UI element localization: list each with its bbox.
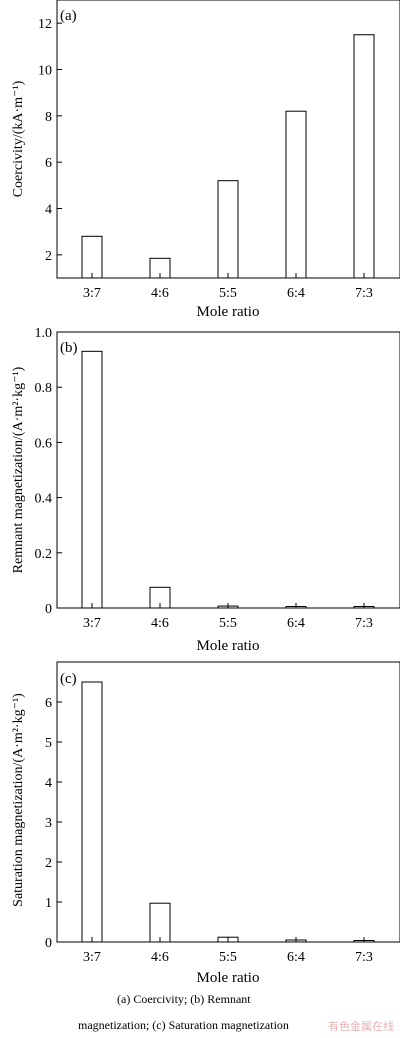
panel-c-ytick-label: 5 bbox=[45, 736, 52, 751]
panel-a-bar-3-7 bbox=[81, 235, 103, 279]
panel-a-xtick-label: 4:6 bbox=[151, 286, 169, 301]
panel-b-xtick-label: 4:6 bbox=[151, 616, 169, 631]
panel-c-bar-3-7 bbox=[81, 681, 103, 943]
panel-c-ytick-label: 1 bbox=[45, 896, 52, 911]
panel-a-bar-7-3 bbox=[353, 34, 375, 279]
panel-a-ytick-label: 4 bbox=[45, 203, 52, 218]
panel-a-xticks: 3:7 4:6 5:5 6:4 7:3 bbox=[83, 273, 373, 301]
watermark: 有色金属在线 bbox=[328, 1020, 394, 1033]
panel-b-label: (b) bbox=[60, 340, 78, 356]
caption-line-1: (a) Coercivity; (b) Remnant bbox=[117, 992, 251, 1006]
panel-a-xtick-label: 3:7 bbox=[83, 286, 101, 301]
caption-line-2: magnetization; (c) Saturation magnetizat… bbox=[78, 1018, 289, 1032]
panel-b-yticks: 0 0.2 0.4 0.6 0.8 1.0 bbox=[35, 326, 62, 617]
panel-a-ytick-label: 6 bbox=[45, 156, 52, 171]
panel-c-bar-4-6 bbox=[149, 902, 171, 943]
panel-b-xticks: 3:7 4:6 5:5 6:4 7:3 bbox=[83, 603, 373, 631]
panel-a-bar-6-4 bbox=[285, 110, 307, 279]
panel-b-xtick-label: 3:7 bbox=[83, 616, 101, 631]
figure-caption: (a) Coercivity; (b) Remnant magnetizatio… bbox=[0, 986, 400, 1038]
panel-a-bars bbox=[81, 34, 375, 279]
panel-b-ytick-label: 0 bbox=[45, 602, 52, 617]
panel-b-ytick-label: 0.2 bbox=[35, 547, 53, 562]
panel-b-xtick-label: 5:5 bbox=[219, 616, 237, 631]
panel-c-bars bbox=[81, 681, 375, 943]
panel-a-xtick-label: 6:4 bbox=[287, 286, 305, 301]
panel-b-bars bbox=[81, 350, 375, 609]
panel-a-xtick-label: 5:5 bbox=[219, 286, 237, 301]
panel-b-ytick-label: 0.4 bbox=[35, 492, 53, 507]
panel-a-ytick-label: 10 bbox=[38, 64, 52, 79]
panel-a-ytick-label: 8 bbox=[45, 110, 52, 125]
panel-c-ytick-label: 3 bbox=[45, 816, 52, 831]
panel-a-y-axis-title: Coercivity/(kA·m⁻¹) bbox=[11, 80, 26, 197]
panel-a-ytick-label: 2 bbox=[45, 249, 52, 264]
panel-c-ytick-label: 0 bbox=[45, 936, 52, 951]
panel-a-bar-5-5 bbox=[217, 180, 239, 279]
panel-c-xtick-label: 3:7 bbox=[83, 950, 101, 965]
panel-c-ytick-label: 6 bbox=[45, 696, 52, 711]
panel-c-xtick-label: 4:6 bbox=[151, 950, 169, 965]
panel-a-yticks: 2 4 6 8 10 12 bbox=[38, 17, 62, 264]
panel-b-xtick-label: 7:3 bbox=[355, 616, 373, 631]
panel-c-frame bbox=[56, 661, 400, 943]
panel-c-x-axis-title: Mole ratio bbox=[197, 970, 260, 986]
panel-b-x-axis-title: Mole ratio bbox=[197, 638, 260, 654]
panel-b-xtick-label: 6:4 bbox=[287, 616, 305, 631]
panel-a-x-axis-title: Mole ratio bbox=[197, 304, 260, 320]
panel-b-bar-3-7 bbox=[81, 350, 103, 609]
panel-c-ytick-label: 2 bbox=[45, 856, 52, 871]
panel-b-ytick-label: 1.0 bbox=[35, 326, 53, 341]
panel-a-ytick-label: 12 bbox=[38, 17, 52, 32]
panel-c-xtick-label: 5:5 bbox=[219, 950, 237, 965]
panel-b-frame bbox=[56, 331, 400, 609]
panel-b-y-axis-title: Remnant magnetization/(A·m²·kg⁻¹) bbox=[11, 366, 26, 573]
panel-c-xtick-label: 7:3 bbox=[355, 950, 373, 965]
panel-a-label: (a) bbox=[60, 8, 77, 24]
panel-c-y-axis-title: Saturation magnetization/(A·m²·kg⁻¹) bbox=[11, 693, 26, 907]
panel-b-ytick-label: 0.8 bbox=[35, 381, 53, 396]
panel-c-label: (c) bbox=[60, 671, 77, 687]
panel-c-xticks: 3:7 4:6 5:5 6:4 7:3 bbox=[83, 937, 373, 965]
panel-c: (c) 0 1 2 3 4 5 6 3:7 4:6 5:5 6:4 7:3 Mole ratio S… bbox=[11, 661, 400, 986]
panel-b: (b) 0 0.2 0.4 0.6 0.8 1.0 3:7 4:6 5:5 6:4 7:3 Mol… bbox=[11, 326, 400, 654]
panel-c-yticks: 0 1 2 3 4 5 6 bbox=[45, 696, 62, 951]
panel-a-xtick-label: 7:3 bbox=[355, 286, 373, 301]
panel-c-xtick-label: 6:4 bbox=[287, 950, 305, 965]
panel-c-ytick-label: 4 bbox=[45, 776, 52, 791]
panel-b-ytick-label: 0.6 bbox=[35, 436, 53, 451]
